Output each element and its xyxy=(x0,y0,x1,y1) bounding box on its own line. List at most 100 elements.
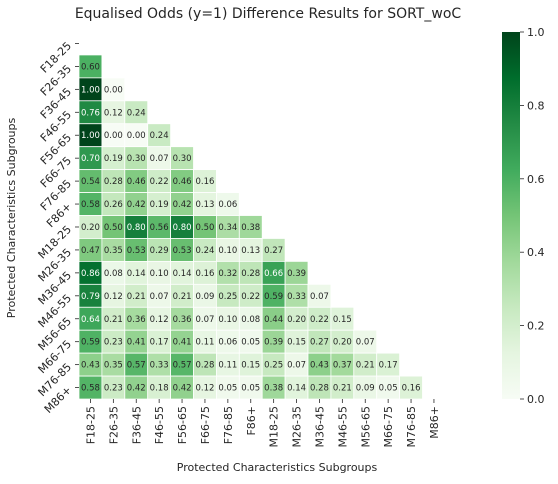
cell-value-label: 0.09 xyxy=(195,292,214,302)
cell-value-label: 0.22 xyxy=(310,315,329,325)
cell-value-label: 0.41 xyxy=(173,338,192,348)
cell-value-label: 0.21 xyxy=(356,361,375,371)
cell-value-label: 0.38 xyxy=(264,384,283,394)
heatmap-cells xyxy=(78,54,423,400)
cell-value-label: 0.60 xyxy=(81,62,100,72)
cell-value-label: 0.15 xyxy=(287,338,306,348)
cell-value-label: 0.21 xyxy=(173,292,192,302)
cell-value-label: 0.36 xyxy=(173,315,192,325)
cell-value-label: 0.14 xyxy=(127,269,146,279)
cell-value-label: 0.57 xyxy=(173,361,192,371)
cell-value-label: 0.36 xyxy=(127,315,146,325)
cell-value-label: 0.12 xyxy=(104,292,123,302)
cell-value-label: 0.86 xyxy=(81,269,100,279)
x-tick-label: M46-55 xyxy=(336,406,349,447)
cell-value-label: 0.46 xyxy=(127,177,146,187)
cell-value-label: 0.35 xyxy=(104,246,123,256)
cell-value-label: 0.08 xyxy=(241,315,260,325)
cell-value-label: 0.27 xyxy=(310,338,329,348)
cell-value-label: 0.41 xyxy=(127,338,146,348)
cell-value-label: 0.35 xyxy=(104,361,123,371)
cell-value-label: 0.38 xyxy=(241,223,260,233)
x-tick-label: F66-75 xyxy=(199,406,212,444)
cell-value-label: 0.10 xyxy=(218,315,237,325)
cell-value-label: 0.28 xyxy=(104,177,123,187)
cell-value-label: 0.58 xyxy=(81,200,100,210)
cell-value-label: 0.28 xyxy=(195,361,214,371)
cell-value-label: 0.17 xyxy=(150,338,169,348)
cell-value-label: 0.59 xyxy=(81,338,100,348)
x-tick-label: F76-85 xyxy=(222,406,235,444)
cell-value-label: 0.50 xyxy=(104,223,123,233)
cell-value-label: 0.12 xyxy=(195,384,214,394)
cell-value-label: 1.00 xyxy=(81,131,100,141)
cell-value-label: 0.70 xyxy=(81,154,100,164)
cell-value-label: 0.07 xyxy=(150,154,169,164)
cell-value-label: 0.39 xyxy=(287,269,306,279)
cell-value-label: 0.64 xyxy=(81,315,100,325)
x-tick-label: F56-65 xyxy=(176,406,189,444)
cell-value-label: 0.11 xyxy=(218,361,237,371)
x-tick-label: M86+ xyxy=(428,406,441,439)
cell-value-label: 0.13 xyxy=(241,246,260,256)
colorbar-tick-label: 0.6 xyxy=(527,173,545,186)
x-tick-label: F46-55 xyxy=(153,406,166,444)
x-tick-label: M76-85 xyxy=(405,406,418,447)
colorbar: 0.0 0.2 0.4 0.6 0.8 1.0 xyxy=(502,26,545,406)
cell-value-label: 0.21 xyxy=(333,384,352,394)
x-tick-label: M26-35 xyxy=(291,406,304,447)
cell-value-label: 0.15 xyxy=(333,315,352,325)
cell-value-label: 0.13 xyxy=(195,200,214,210)
colorbar-tick-label: 0.4 xyxy=(527,246,545,259)
cell-value-label: 0.06 xyxy=(218,338,237,348)
cell-value-label: 0.07 xyxy=(356,338,375,348)
cell-value-label: 0.24 xyxy=(195,246,214,256)
cell-value-label: 0.29 xyxy=(150,246,169,256)
cell-value-label: 0.28 xyxy=(241,269,260,279)
cell-value-label: 0.33 xyxy=(150,361,169,371)
cell-value-label: 0.20 xyxy=(81,223,100,233)
cell-value-label: 0.05 xyxy=(241,338,260,348)
colorbar-ticks: 0.0 0.2 0.4 0.6 0.8 1.0 xyxy=(520,26,545,406)
cell-value-label: 0.08 xyxy=(104,269,123,279)
cell-value-label: 0.07 xyxy=(195,315,214,325)
cell-value-label: 0.46 xyxy=(173,177,192,187)
cell-value-label: 0.06 xyxy=(218,200,237,210)
cell-value-label: 0.25 xyxy=(264,361,283,371)
cell-value-label: 0.05 xyxy=(218,384,237,394)
cell-value-label: 0.43 xyxy=(310,361,329,371)
cell-value-label: 0.09 xyxy=(356,384,375,394)
x-tick-label: M66-75 xyxy=(382,406,395,447)
colorbar-tick-label: 0.2 xyxy=(527,320,545,333)
x-axis-label: Protected Characteristics Subgroups xyxy=(177,461,378,474)
cell-value-label: 0.26 xyxy=(104,200,123,210)
cell-value-label: 0.66 xyxy=(264,269,283,279)
cell-value-label: 0.39 xyxy=(264,338,283,348)
cell-value-label: 0.54 xyxy=(81,177,100,187)
cell-value-label: 0.24 xyxy=(127,108,146,118)
x-tick-label: M18-25 xyxy=(268,406,281,447)
cell-value-label: 0.21 xyxy=(104,315,123,325)
cell-value-label: 0.23 xyxy=(104,384,123,394)
cell-value-label: 0.80 xyxy=(127,223,146,233)
cell-value-label: 0.16 xyxy=(402,384,421,394)
cell-value-label: 0.33 xyxy=(287,292,306,302)
cell-value-label: 0.56 xyxy=(150,223,169,233)
cell-value-label: 0.16 xyxy=(195,269,214,279)
cell-value-label: 0.53 xyxy=(127,246,146,256)
cell-value-label: 0.27 xyxy=(264,246,283,256)
cell-value-label: 0.79 xyxy=(81,292,100,302)
cell-value-label: 0.18 xyxy=(150,384,169,394)
cell-value-label: 1.00 xyxy=(81,85,100,95)
cell-value-label: 0.47 xyxy=(81,246,100,256)
cell-value-label: 0.59 xyxy=(264,292,283,302)
cell-value-label: 0.12 xyxy=(104,108,123,118)
cell-value-label: 0.28 xyxy=(310,384,329,394)
cell-value-label: 0.05 xyxy=(241,384,260,394)
heatmap-cell-labels: 0.60 1.00 0.00 0.76 0.12 0.24 1.00 0.00 0.00 0.24… xyxy=(81,62,421,393)
cell-value-label: 0.20 xyxy=(287,315,306,325)
x-tick-label: F86+ xyxy=(245,406,258,436)
cell-value-label: 0.30 xyxy=(127,154,146,164)
cell-value-label: 0.76 xyxy=(81,108,100,118)
